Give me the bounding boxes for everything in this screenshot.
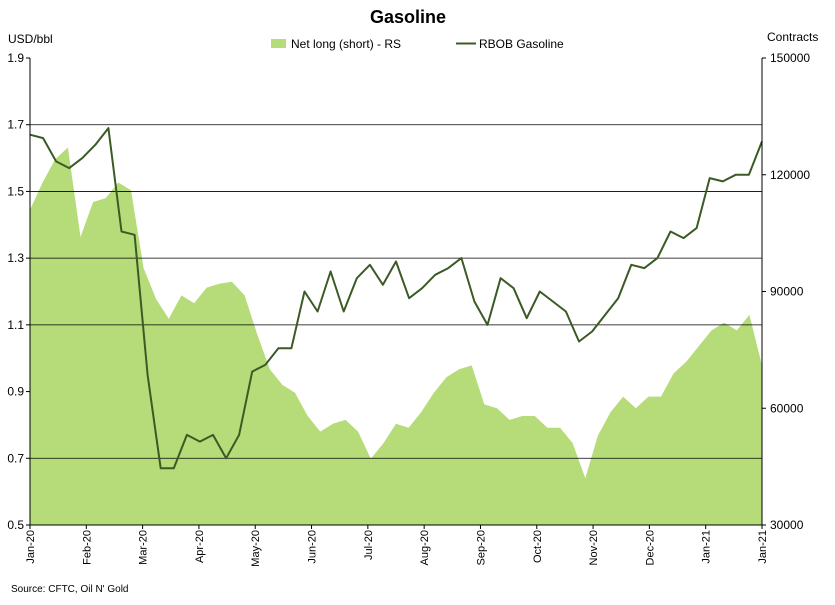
right-tick-label: 60000 (770, 401, 804, 415)
right-tick-label: 90000 (770, 285, 804, 299)
right-tick-label: 30000 (770, 518, 804, 532)
plot-area (29, 58, 763, 526)
x-axis: Jan-20 Feb-20 Mar-20 Apr-20 May-20 Jun-20 Jul-… (25, 525, 769, 567)
left-axis-label: USD/bbl (8, 32, 53, 46)
legend-line-label: RBOB Gasoline (479, 37, 564, 51)
right-axis-label: Contracts (767, 30, 818, 44)
x-tick-label: Aug-20 (419, 530, 431, 565)
x-tick-label: Dec-20 (644, 530, 656, 565)
left-tick-label: 1.3 (7, 251, 24, 265)
x-tick-label: Oct-20 (532, 530, 544, 563)
x-tick-label: Jan-21 (757, 530, 769, 564)
x-tick-label: Sep-20 (475, 530, 487, 565)
x-tick-label: Jan-20 (25, 530, 37, 564)
net-long-area (30, 147, 762, 525)
chart-title: Gasoline (370, 7, 446, 27)
right-y-axis: 30000 60000 90000 120000 150000 (762, 51, 810, 532)
left-tick-label: 0.5 (7, 518, 24, 532)
x-tick-label: Feb-20 (81, 530, 93, 565)
right-tick-label: 120000 (770, 168, 810, 182)
x-tick-label: Jun-20 (307, 530, 319, 564)
left-tick-label: 1.9 (7, 51, 24, 65)
x-tick-label: Apr-20 (194, 530, 206, 563)
left-y-axis: 0.5 0.7 0.9 1.1 1.3 1.5 1.7 1.9 (7, 51, 30, 532)
x-tick-label: Jul-20 (363, 530, 375, 560)
x-tick-label: Jan-21 (701, 530, 713, 564)
x-tick-label: Mar-20 (138, 530, 150, 565)
left-tick-label: 0.9 (7, 385, 24, 399)
x-tick-label: May-20 (250, 530, 262, 567)
legend-area-label: Net long (short) - RS (291, 37, 401, 51)
left-tick-label: 1.7 (7, 118, 24, 132)
left-tick-label: 1.1 (7, 318, 24, 332)
right-tick-label: 150000 (770, 51, 810, 65)
legend: Net long (short) - RS RBOB Gasoline (271, 37, 564, 51)
rbob-gasoline-line (29, 127, 763, 470)
legend-area-swatch (271, 39, 286, 48)
source-note: Source: CFTC, Oil N' Gold (11, 584, 129, 595)
left-tick-label: 1.5 (7, 184, 24, 198)
left-tick-label: 0.7 (7, 451, 24, 465)
x-tick-label: Nov-20 (588, 530, 600, 565)
